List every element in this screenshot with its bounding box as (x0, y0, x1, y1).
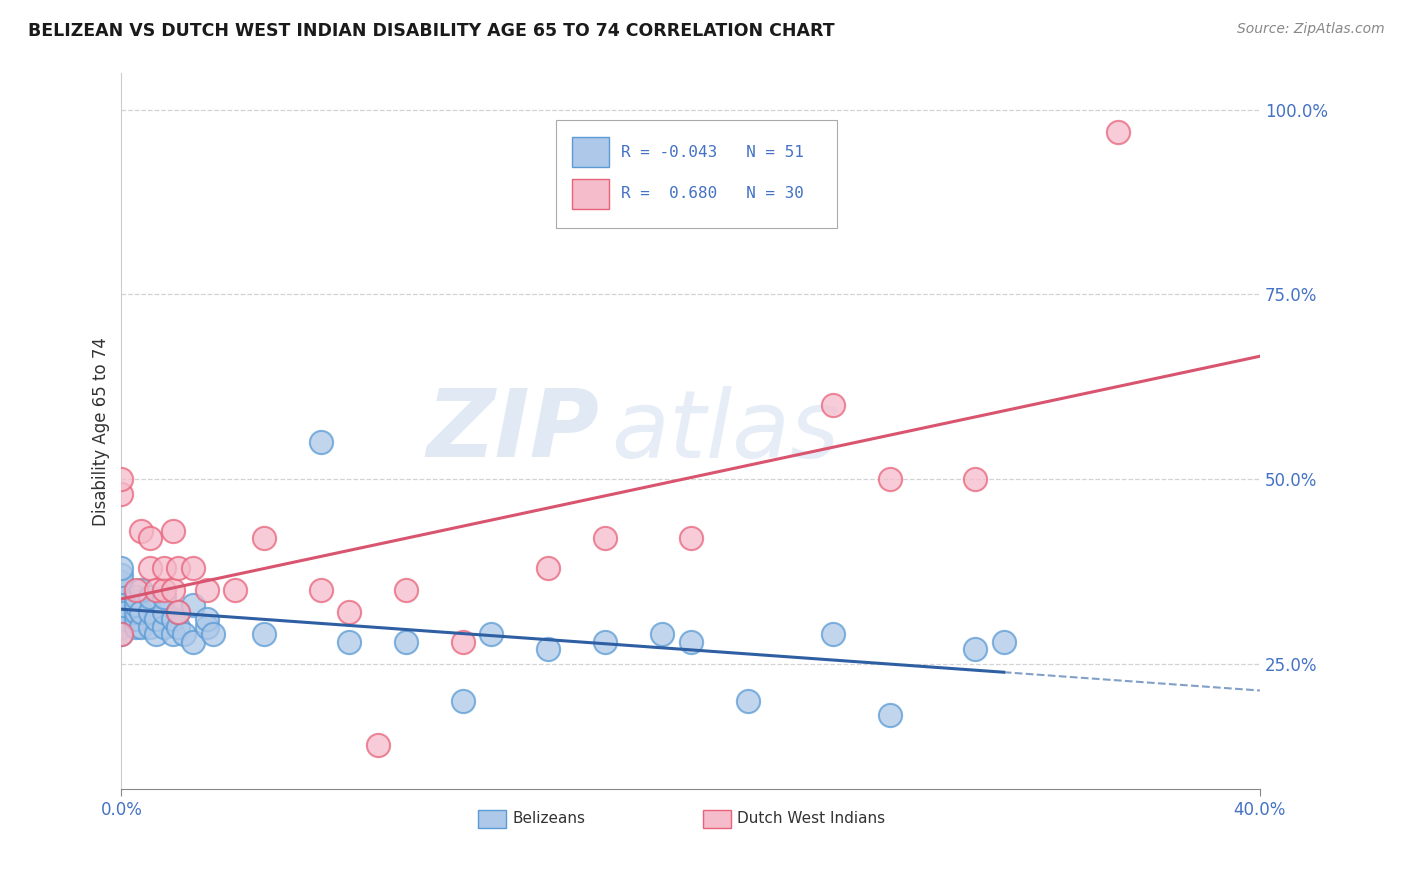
Point (965, 641, 987, 656)
Point (821, 627, 844, 641)
Point (124, 582, 146, 597)
Text: ZIP: ZIP (426, 385, 599, 477)
Point (110, 627, 132, 641)
Point (131, 524, 153, 538)
Point (593, 531, 616, 545)
Point (124, 605, 146, 619)
Point (253, 531, 276, 545)
Point (651, 627, 673, 641)
Point (167, 605, 190, 619)
Point (181, 634, 204, 648)
Point (110, 575, 132, 590)
Point (131, 620, 153, 634)
Text: R = -0.043   N = 51: R = -0.043 N = 51 (621, 145, 804, 160)
Point (153, 605, 176, 619)
Point (110, 560, 132, 574)
Point (593, 634, 616, 648)
Point (537, 641, 560, 656)
Point (253, 627, 276, 641)
Point (139, 560, 162, 574)
Point (224, 582, 246, 597)
Text: atlas: atlas (612, 385, 839, 476)
Point (181, 560, 204, 574)
Point (481, 627, 503, 641)
Text: Dutch West Indians: Dutch West Indians (737, 811, 886, 826)
Point (110, 627, 132, 641)
Text: Source: ZipAtlas.com: Source: ZipAtlas.com (1237, 22, 1385, 37)
Point (201, 627, 224, 641)
Point (821, 398, 844, 412)
Y-axis label: Disability Age 65 to 74: Disability Age 65 to 74 (93, 336, 110, 525)
Point (162, 524, 184, 538)
Point (173, 627, 195, 641)
Point (167, 605, 190, 619)
Point (153, 620, 176, 634)
Point (879, 472, 901, 486)
Point (131, 605, 153, 619)
Point (131, 582, 153, 597)
Text: BELIZEAN VS DUTCH WEST INDIAN DISABILITY AGE 65 TO 74 CORRELATION CHART: BELIZEAN VS DUTCH WEST INDIAN DISABILITY… (28, 22, 835, 40)
Point (195, 582, 218, 597)
Point (139, 531, 162, 545)
Point (162, 627, 184, 641)
Point (737, 693, 759, 707)
Point (110, 598, 132, 612)
Point (451, 693, 474, 707)
Point (110, 620, 132, 634)
Point (195, 620, 218, 634)
Point (110, 487, 132, 501)
Point (395, 582, 418, 597)
Point (110, 568, 132, 582)
Point (162, 612, 184, 626)
Point (337, 634, 360, 648)
Point (110, 582, 132, 597)
Point (139, 620, 162, 634)
Point (309, 582, 332, 597)
Point (679, 531, 702, 545)
Point (309, 435, 332, 450)
Point (167, 560, 190, 574)
Point (337, 605, 360, 619)
Point (167, 620, 190, 634)
Point (153, 560, 176, 574)
Point (139, 591, 162, 605)
Point (139, 605, 162, 619)
Point (110, 472, 132, 486)
Point (367, 738, 389, 752)
Point (110, 605, 132, 619)
Point (110, 591, 132, 605)
Point (537, 560, 560, 574)
Text: Belizeans: Belizeans (512, 811, 585, 826)
Point (145, 612, 167, 626)
Point (153, 582, 176, 597)
Point (965, 472, 987, 486)
Point (124, 612, 146, 626)
Point (124, 591, 146, 605)
Point (879, 708, 901, 723)
Point (1107, 125, 1129, 139)
Point (145, 627, 167, 641)
Point (110, 612, 132, 626)
Point (451, 634, 474, 648)
Point (993, 634, 1015, 648)
Text: R =  0.680   N = 30: R = 0.680 N = 30 (621, 186, 804, 202)
Point (153, 591, 176, 605)
Point (145, 582, 167, 597)
Point (181, 598, 204, 612)
Point (162, 582, 184, 597)
Point (395, 634, 418, 648)
Point (195, 612, 218, 626)
Point (124, 598, 146, 612)
Point (124, 620, 146, 634)
Point (679, 634, 702, 648)
